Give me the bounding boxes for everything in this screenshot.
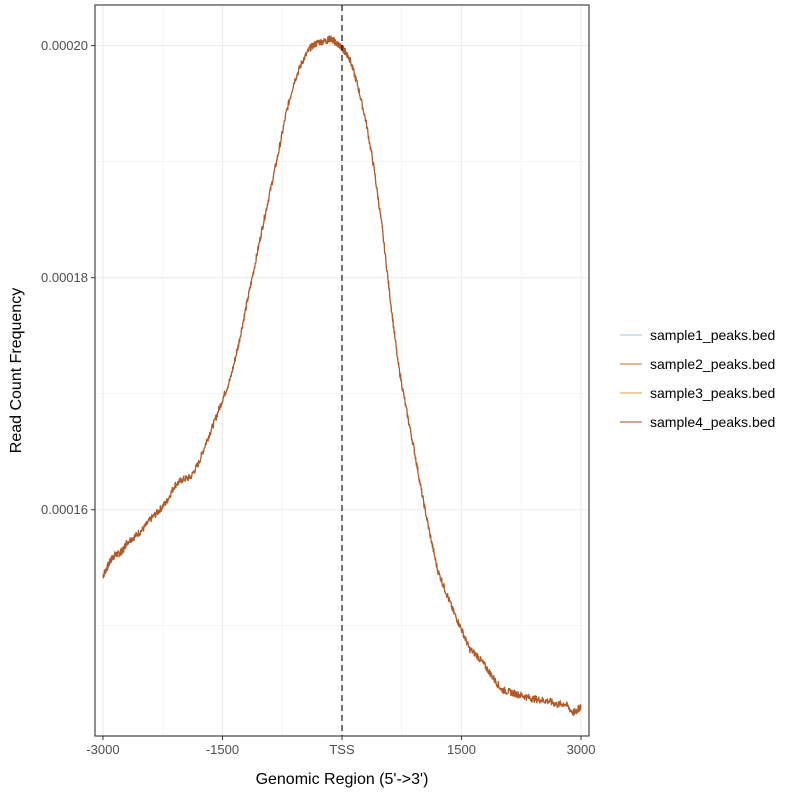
x-tick-label: TSS [329,742,355,757]
legend-label: sample2_peaks.bed [650,356,775,372]
x-tick-label: 3000 [567,742,596,757]
y-axis-title: Read Count Frequency [8,288,25,453]
x-tick-label: -3000 [86,742,119,757]
x-tick-label: -1500 [206,742,239,757]
y-tick-label: 0.00018 [41,270,88,285]
legend-label: sample4_peaks.bed [650,414,775,430]
series-lines [102,35,582,716]
legend-label: sample1_peaks.bed [650,327,775,343]
x-axis-title: Genomic Region (5'->3') [256,771,429,788]
y-tick-label: 0.00016 [41,502,88,517]
series-line-sample4-peaks-bed [102,35,582,716]
y-tick-label: 0.00020 [41,38,88,53]
legend: sample1_peaks.bed sample2_peaks.bedsample… [620,327,775,430]
y-axis: 0.00016 0.00018 0.00020 [41,38,95,517]
x-tick-label: 1500 [447,742,476,757]
x-axis: -3000 -1500 TSS 1500 3000 [86,736,595,757]
legend-label: sample3_peaks.bed [650,385,775,401]
